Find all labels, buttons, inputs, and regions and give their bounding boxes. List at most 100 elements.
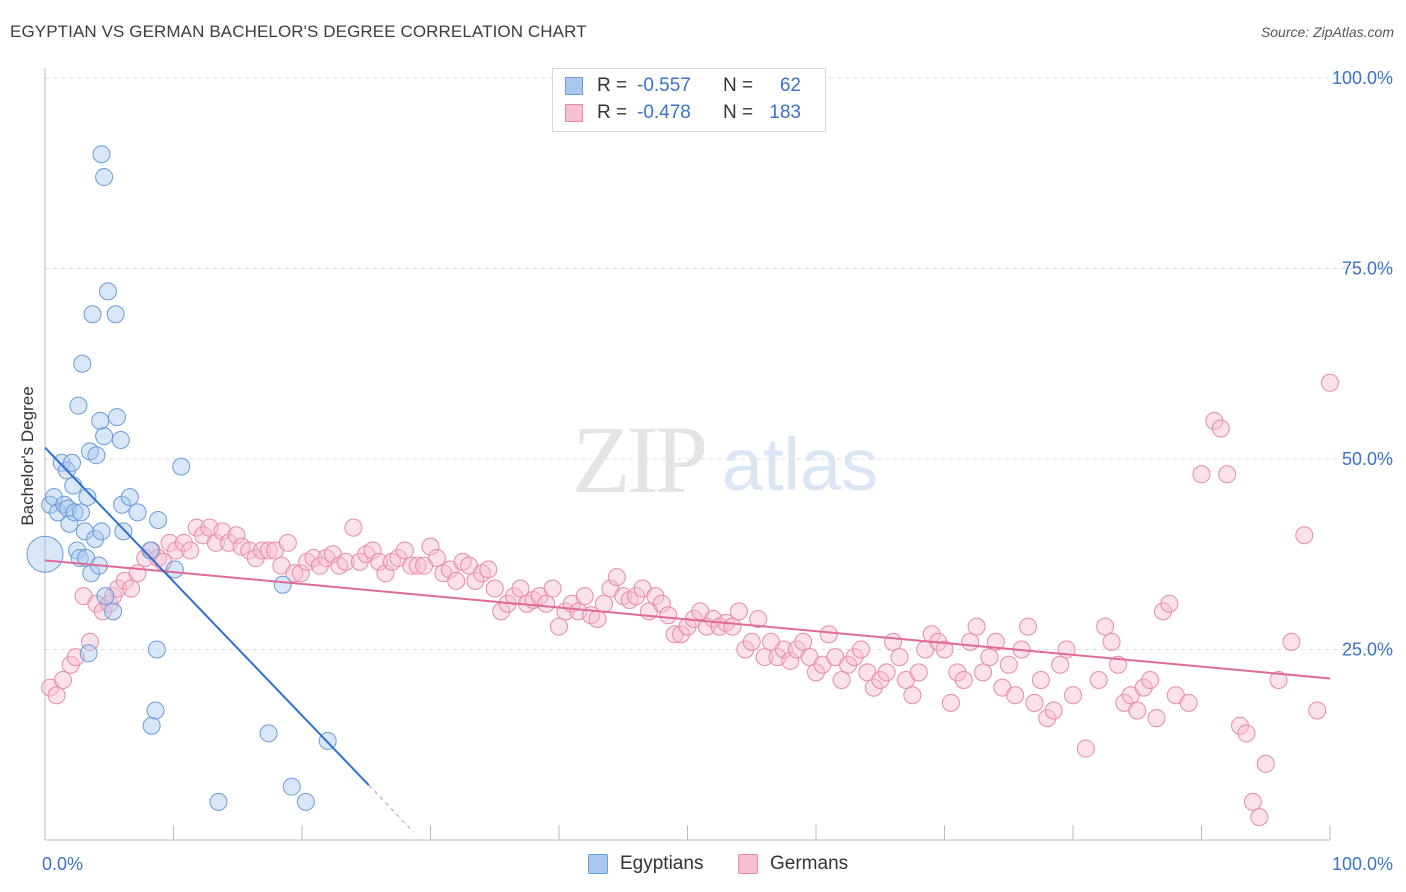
german-point bbox=[1089, 670, 1108, 689]
german-point bbox=[206, 533, 225, 552]
german-point bbox=[427, 549, 446, 568]
german-point bbox=[884, 632, 903, 651]
german-point bbox=[1179, 693, 1198, 712]
german-point bbox=[408, 556, 427, 575]
german-point bbox=[1038, 709, 1057, 728]
german-point bbox=[742, 632, 761, 651]
egyptian-point bbox=[83, 305, 102, 324]
watermark-zip: ZIP bbox=[572, 406, 705, 513]
german-point bbox=[1153, 602, 1172, 621]
egyptian-point bbox=[111, 430, 130, 449]
egyptian-point bbox=[128, 503, 147, 522]
germans-points bbox=[41, 373, 1339, 827]
german-point bbox=[479, 560, 498, 579]
german-point bbox=[80, 632, 99, 651]
german-point bbox=[402, 556, 421, 575]
german-point bbox=[1134, 678, 1153, 697]
german-point bbox=[903, 686, 922, 705]
n-value: 62 bbox=[779, 75, 801, 96]
y-tick-label: 75.0% bbox=[1342, 259, 1393, 279]
german-point bbox=[1076, 739, 1095, 758]
source-label: Source: ZipAtlas.com bbox=[1260, 24, 1394, 40]
egyptian-point bbox=[92, 522, 111, 541]
r-label: R = bbox=[597, 102, 628, 123]
egyptian-point bbox=[78, 488, 97, 507]
german-point bbox=[1025, 693, 1044, 712]
german-point bbox=[291, 564, 310, 583]
egyptian-point bbox=[113, 495, 132, 514]
german-point bbox=[47, 686, 66, 705]
german-point bbox=[961, 632, 980, 651]
r-value: -0.557 bbox=[637, 75, 691, 96]
german-point bbox=[1282, 632, 1301, 651]
german-point bbox=[575, 587, 594, 606]
german-point bbox=[1243, 792, 1262, 811]
german-point bbox=[729, 602, 748, 621]
german-point bbox=[672, 625, 691, 644]
germans-trend-line bbox=[44, 559, 1331, 680]
egyptian-point bbox=[95, 427, 114, 446]
n-value: 183 bbox=[769, 102, 801, 123]
egyptian-point bbox=[114, 522, 133, 541]
german-point bbox=[871, 670, 890, 689]
german-point bbox=[1096, 617, 1115, 636]
german-point bbox=[537, 594, 556, 613]
egyptian-point bbox=[71, 503, 90, 522]
trend-lines bbox=[44, 446, 1331, 833]
german-point bbox=[877, 663, 896, 682]
legend-swatch-germans bbox=[738, 854, 758, 874]
german-point bbox=[967, 617, 986, 636]
german-point bbox=[1308, 701, 1327, 720]
legend-item-egyptians[interactable]: Egyptians bbox=[588, 852, 703, 876]
r-label: R = bbox=[597, 75, 628, 96]
egyptian-point bbox=[104, 602, 123, 621]
egyptian-point bbox=[273, 575, 292, 594]
legend-label-germans: Germans bbox=[770, 853, 849, 874]
legend-item-germans[interactable]: Germans bbox=[738, 852, 848, 876]
german-point bbox=[819, 625, 838, 644]
german-point bbox=[781, 651, 800, 670]
german-point bbox=[485, 579, 504, 598]
german-point bbox=[1102, 632, 1121, 651]
german-point bbox=[954, 670, 973, 689]
german-point bbox=[755, 648, 774, 667]
watermark: ZIP atlas bbox=[572, 406, 878, 513]
german-point bbox=[594, 594, 613, 613]
german-point bbox=[543, 579, 562, 598]
german-point bbox=[807, 663, 825, 682]
german-point bbox=[851, 640, 870, 659]
grid-lines bbox=[45, 77, 1392, 650]
egyptian-point bbox=[106, 305, 125, 324]
german-point bbox=[736, 640, 755, 659]
chart-title: EGYPTIAN VS GERMAN BACHELOR'S DEGREE COR… bbox=[10, 22, 587, 41]
german-point bbox=[363, 541, 382, 560]
german-point bbox=[890, 648, 909, 667]
german-point bbox=[227, 526, 246, 545]
german-point bbox=[511, 579, 530, 598]
german-point bbox=[213, 522, 232, 541]
german-point bbox=[980, 648, 999, 667]
german-point bbox=[1256, 754, 1275, 773]
german-point bbox=[310, 556, 329, 575]
egyptian-point bbox=[65, 503, 84, 522]
n-label: N = bbox=[723, 102, 754, 123]
axes bbox=[44, 68, 1331, 841]
egyptian-point bbox=[142, 716, 161, 735]
german-point bbox=[160, 533, 179, 552]
german-point bbox=[1064, 686, 1082, 705]
german-point bbox=[259, 541, 278, 560]
german-point bbox=[1269, 670, 1288, 689]
egyptian-point bbox=[259, 724, 278, 743]
egyptian-point bbox=[44, 488, 63, 507]
r-value: -0.478 bbox=[637, 102, 691, 123]
german-point bbox=[974, 663, 993, 682]
y-axis-label: Bachelor's Degree bbox=[18, 386, 37, 526]
german-point bbox=[646, 587, 665, 606]
german-point bbox=[1019, 617, 1038, 636]
german-point bbox=[376, 564, 395, 583]
german-point bbox=[845, 648, 864, 667]
y-tick-label: 25.0% bbox=[1342, 640, 1393, 660]
german-point bbox=[181, 541, 200, 560]
german-point bbox=[1250, 808, 1269, 827]
egyptian-point bbox=[26, 535, 64, 573]
